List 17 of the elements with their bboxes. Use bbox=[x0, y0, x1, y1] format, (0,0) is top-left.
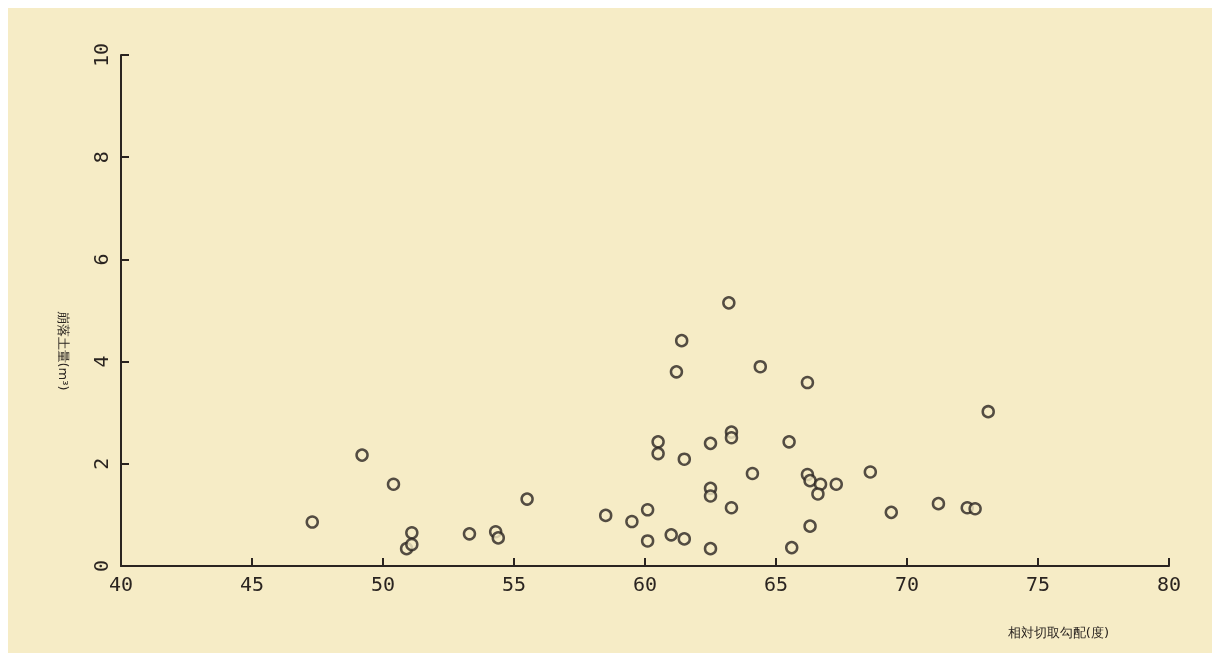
y-tick-label: 2 bbox=[89, 457, 113, 470]
x-tick-label: 55 bbox=[501, 572, 527, 596]
y-axis-title: 崩落土量(m³) bbox=[55, 310, 71, 391]
y-tick-label: 8 bbox=[89, 151, 113, 164]
y-tick-label: 10 bbox=[89, 42, 113, 68]
x-axis-title: 相対切取勾配(度) bbox=[1007, 625, 1109, 640]
y-tick-label: 6 bbox=[89, 253, 113, 266]
x-tick-label: 50 bbox=[370, 572, 396, 596]
y-tick-label: 0 bbox=[89, 559, 113, 573]
x-tick-label: 60 bbox=[632, 572, 658, 596]
x-tick-label: 65 bbox=[763, 572, 789, 596]
y-tick-label: 4 bbox=[89, 355, 113, 368]
x-tick-label: 70 bbox=[894, 572, 920, 596]
x-tick-label: 75 bbox=[1025, 572, 1051, 596]
x-tick-label: 40 bbox=[108, 572, 134, 596]
x-tick-label: 80 bbox=[1156, 572, 1182, 596]
x-tick-label: 45 bbox=[239, 572, 265, 596]
